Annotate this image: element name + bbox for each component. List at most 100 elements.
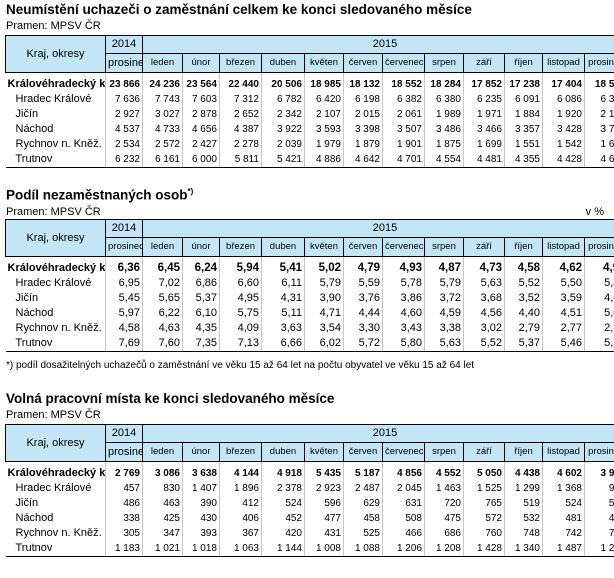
section2-unit: v %: [585, 206, 604, 218]
value-cell: 748: [504, 526, 543, 541]
value-cell: 6,11: [261, 276, 305, 291]
value-cell: 5,59: [343, 276, 383, 291]
value-cell: 4 651: [583, 152, 614, 168]
value-cell: 6,95: [105, 276, 143, 291]
district-row: Rychnov n. Kněž. 2 534 2 572 2 427 2 278 2 03…: [6, 137, 614, 152]
value-cell: 5,45: [105, 291, 143, 306]
value-cell: 393: [182, 526, 220, 541]
row-label: Náchod: [15, 512, 54, 524]
row-label: Rychnov n. Kněž.: [15, 322, 102, 334]
region-column-header: Kraj, okresy: [5, 35, 106, 73]
row-label: Královéhradecký kr: [7, 262, 106, 274]
district-row: Jičín 5,45 5,65 5,37 4,95 4,31 3,90 3,76 3,86 3,7…: [6, 291, 614, 306]
value-cell: 7 636: [105, 92, 143, 107]
row-label: Královéhradecký kr: [7, 467, 106, 479]
value-cell: 2 378: [261, 481, 305, 496]
year-curr-header: 2015: [141, 219, 614, 238]
value-cell: 452: [261, 511, 305, 526]
value-cell: 18 284: [424, 77, 464, 92]
value-cell: 1 021: [142, 541, 183, 557]
value-cell: 6 394: [583, 92, 614, 107]
row-label: Jičín: [15, 497, 39, 509]
district-row: Náchod 4 537 4 733 4 656 4 387 3 922 3 593 3 39…: [6, 122, 614, 137]
value-cell: 4,63: [142, 321, 183, 336]
value-cell: 4 656: [182, 122, 220, 137]
region-total-row: Královéhradecký kr 23 866 24 236 23 564 22 4…: [6, 77, 614, 92]
value-cell: 6,02: [304, 336, 344, 352]
value-cell: 977: [583, 481, 614, 496]
value-cell: 2,79: [504, 321, 543, 336]
value-cell: 3,72: [424, 291, 464, 306]
value-cell: 486: [105, 496, 143, 511]
value-cell: 5 435: [304, 466, 344, 481]
value-cell: 5,50: [542, 276, 585, 291]
month-header: listopad: [542, 442, 585, 462]
value-cell: 1 884: [504, 107, 543, 122]
row-label: Trutnov: [5, 152, 106, 168]
value-cell: 1 144: [261, 541, 305, 557]
value-cell: 2 039: [261, 137, 305, 152]
value-cell: 2 427: [182, 137, 220, 152]
value-cell: 6,60: [219, 276, 262, 291]
value-cell: 3,30: [343, 321, 383, 336]
value-cell: 5,11: [261, 306, 305, 321]
value-cell: 1 971: [463, 107, 505, 122]
value-cell: 466: [382, 526, 425, 541]
district-row: Trutnov 1 183 1 021 1 018 1 063 1 144 1 008 1 0…: [5, 541, 614, 557]
value-cell: 4,60: [382, 306, 425, 321]
value-cell: 3 766: [583, 122, 614, 137]
value-cell: 5,52: [504, 276, 543, 291]
value-cell: 5 421: [261, 152, 305, 168]
year-prev-header: 2014: [105, 424, 143, 443]
month-header: listopad: [542, 237, 585, 257]
value-cell: 3 486: [424, 122, 464, 137]
section3-source: Pramen: MPSV ČR: [6, 409, 101, 421]
value-cell: 458: [343, 511, 383, 526]
month-header: září: [463, 442, 505, 462]
value-cell: 6 382: [382, 92, 425, 107]
value-cell: 5,80: [382, 336, 425, 352]
row-label: Náchod: [15, 307, 54, 319]
value-cell: 2,77: [542, 321, 585, 336]
value-cell: 7,35: [182, 336, 220, 352]
district-row: Náchod 338 425 430 406 452 477 458 508 475 572 532 4…: [6, 511, 614, 526]
value-cell: 3,54: [304, 321, 344, 336]
value-cell: 830: [142, 481, 183, 496]
value-cell: 2 652: [219, 107, 262, 122]
value-cell: 4 554: [424, 152, 464, 168]
value-cell: 367: [219, 526, 262, 541]
year-prev-header: 2014: [105, 35, 143, 54]
value-cell: 4,58: [504, 261, 543, 276]
value-cell: 1 699: [463, 137, 505, 152]
month-header: květen: [304, 442, 344, 462]
value-cell: 6,66: [261, 336, 305, 352]
value-cell: 24 236: [142, 77, 183, 92]
month-header: duben: [261, 53, 305, 73]
value-cell: 3,02: [463, 321, 505, 336]
value-cell: 18 985: [304, 77, 344, 92]
month-header: červenec: [382, 53, 425, 73]
value-cell: 18 574: [583, 77, 614, 92]
value-cell: 3,43: [382, 321, 425, 336]
district-row: Rychnov n. Kněž. 4,58 4,63 4,35 4,09 3,63 3,54…: [6, 321, 614, 336]
value-cell: 5,97: [105, 306, 143, 321]
value-cell: 3 638: [182, 466, 220, 481]
value-cell: 4 701: [382, 152, 425, 168]
value-cell: 3 922: [261, 122, 305, 137]
section1-title: Neumístění uchazeči o zaměstnání celkem …: [6, 2, 472, 17]
value-cell: 457: [105, 481, 143, 496]
value-cell: 18 552: [382, 77, 425, 92]
value-cell: 455: [583, 511, 614, 526]
month-header: prosinec: [583, 442, 614, 462]
value-cell: 412: [219, 496, 262, 511]
value-cell: 1 407: [182, 481, 220, 496]
month-header: květen: [304, 237, 344, 257]
vacancies-table: Kraj, okresy20142015prosinecledenúnorbře…: [5, 424, 614, 557]
month-header: prosinec: [105, 237, 143, 257]
value-cell: 3,59: [542, 291, 585, 306]
month-header: leden: [142, 53, 183, 73]
month-header: květen: [304, 53, 344, 73]
month-header: prosinec: [583, 53, 614, 73]
value-cell: 6,36: [105, 261, 143, 276]
value-cell: 1 368: [542, 481, 585, 496]
